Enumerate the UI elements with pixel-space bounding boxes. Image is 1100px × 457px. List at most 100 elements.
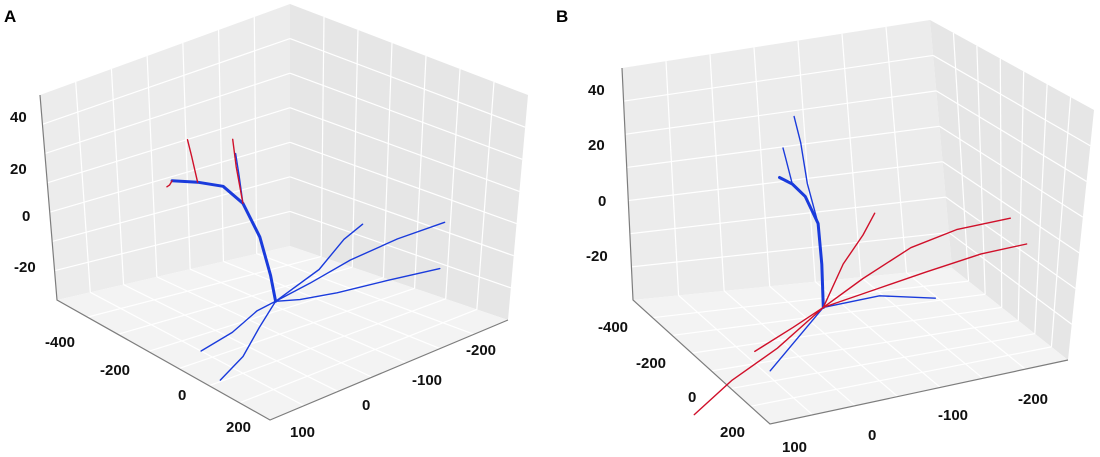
gridline xyxy=(1034,84,1048,334)
gridline xyxy=(942,161,1080,254)
gridline xyxy=(906,272,1026,370)
gridline xyxy=(320,16,325,257)
gridline xyxy=(148,277,384,353)
gridline xyxy=(253,16,258,254)
dendrite-branch-blue xyxy=(793,115,819,225)
gridline xyxy=(44,72,291,155)
panel-b-x-tick-neg400: -400 xyxy=(598,319,628,336)
dendrite-branch-red xyxy=(822,243,1028,309)
gridline xyxy=(289,210,512,289)
dendrite-branch-red xyxy=(754,306,824,353)
panel-b-x-tick-200: 200 xyxy=(720,424,745,441)
gridline xyxy=(51,176,291,243)
dendrite-branch-red xyxy=(232,138,244,204)
gridline xyxy=(49,141,291,213)
panel-b-z-tick-40: 40 xyxy=(588,82,605,99)
panel-label-b: B xyxy=(556,7,568,26)
gridline xyxy=(750,346,1052,407)
dendrite-branch-blue xyxy=(274,221,446,302)
panel-a-y-tick-0: 0 xyxy=(362,397,370,414)
gridline xyxy=(672,293,986,337)
gridline xyxy=(156,276,373,378)
dendrite-branch-blue xyxy=(769,306,824,372)
panel-b-x-tick-neg200: -200 xyxy=(636,355,666,372)
panel-a-grid xyxy=(42,16,526,407)
dendrite-branch-red xyxy=(166,180,173,188)
gridline xyxy=(117,266,353,335)
panel-a-left-wall xyxy=(40,4,290,300)
panel-b-right-wall xyxy=(930,20,1094,360)
panel-a-x-tick-neg200: -200 xyxy=(100,362,130,379)
panel-label-a: A xyxy=(4,7,16,26)
panel-b-y-tick-neg200: -200 xyxy=(1018,391,1048,408)
gridline xyxy=(42,38,291,125)
gridline xyxy=(932,54,1091,147)
gridline xyxy=(182,42,191,270)
gridline xyxy=(1050,97,1072,347)
panel-b-frame xyxy=(621,67,1069,425)
gridline xyxy=(223,260,441,350)
panel-b-z-tick-0: 0 xyxy=(598,193,606,210)
gridline xyxy=(935,90,1087,182)
gridline xyxy=(178,287,415,370)
gridline xyxy=(90,291,305,407)
gridline xyxy=(1017,71,1025,321)
panel-b-z-tick-neg20: -20 xyxy=(586,248,608,265)
panel-b: B 40 20 0 -20 -400 -200 0 200 100 0 -100… xyxy=(556,7,1094,456)
gridline xyxy=(289,176,514,257)
gridline xyxy=(445,68,461,299)
gridline xyxy=(860,276,984,379)
panel-a-right-wall xyxy=(290,4,528,320)
gridline xyxy=(626,125,940,169)
gridline xyxy=(730,333,1035,390)
panel-a-frame xyxy=(39,94,509,421)
gridline xyxy=(625,90,937,135)
gridline xyxy=(123,284,339,392)
gridline xyxy=(146,55,158,277)
gridline xyxy=(691,306,1002,354)
gridline xyxy=(769,285,899,398)
panel-a-y-tick-neg200: -200 xyxy=(466,342,496,359)
gridline xyxy=(797,40,816,282)
gridline xyxy=(652,280,969,319)
panel-a-z-tick-neg20: -20 xyxy=(14,259,36,276)
panel-a-x-tick-0: 0 xyxy=(178,387,186,404)
gridline xyxy=(289,72,523,160)
panel-b-x-tick-0: 0 xyxy=(688,389,696,406)
panel-b-dendrites xyxy=(693,115,1028,416)
gridline xyxy=(999,58,1003,308)
gridline xyxy=(208,298,446,387)
gridline xyxy=(711,319,1019,372)
panel-a-z-tick-40: 40 xyxy=(10,109,27,126)
gridline xyxy=(952,32,970,282)
panel-b-z-tick-20: 20 xyxy=(588,137,605,154)
gridline xyxy=(623,54,934,102)
gridline xyxy=(665,61,680,296)
gridline xyxy=(939,125,1084,218)
gridline xyxy=(256,253,475,335)
gridline xyxy=(87,255,322,318)
gridline xyxy=(239,308,478,404)
dendrite-branch-blue xyxy=(200,300,277,352)
panel-b-y-tick-neg100: -100 xyxy=(938,407,968,424)
dendrite-branch-red xyxy=(186,139,199,183)
gridline xyxy=(948,232,1073,325)
panel-a-y-tick-100: 100 xyxy=(290,424,315,441)
panel-a-x-tick-neg400: -400 xyxy=(45,334,75,351)
gridline xyxy=(945,196,1076,290)
gridline xyxy=(476,81,495,310)
gridline xyxy=(413,55,427,289)
gridline xyxy=(289,141,517,225)
gridline xyxy=(678,294,813,416)
panel-a-dendrites xyxy=(166,138,446,381)
panel-a-z-tick-20: 20 xyxy=(10,161,27,178)
panel-b-left-wall xyxy=(622,20,952,300)
gridline xyxy=(631,231,949,268)
dendrite-branch-red xyxy=(693,306,824,416)
gridline xyxy=(75,81,91,293)
panel-a-z-tick-0: 0 xyxy=(22,208,30,225)
gridline xyxy=(289,107,520,192)
gridline xyxy=(841,33,862,278)
dendrite-branch-blue xyxy=(274,267,441,302)
